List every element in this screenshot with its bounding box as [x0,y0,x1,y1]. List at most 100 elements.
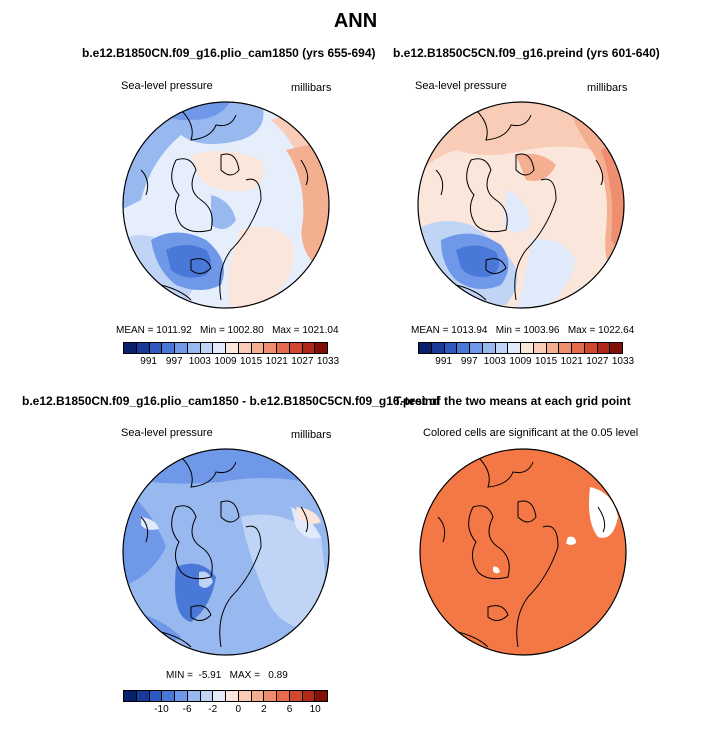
colorbar-difference-swatch [149,691,163,701]
max-value: 0.89 [268,670,288,681]
min-value: -5.91 [198,670,222,681]
min-label: Min = [495,325,521,336]
colorbar-difference-tick-label: -2 [208,704,218,715]
colorbar-difference-tick-label: 6 [286,704,293,715]
mean-value: 1011.92 [156,325,192,336]
colorbar-difference-tick-label: 2 [261,704,267,715]
colorbar-preindustrial-swatch [444,343,458,353]
colorbar-difference-swatch [264,691,277,701]
colorbar-preindustrial [418,342,623,354]
colorbar-pliocene-swatch [277,343,290,353]
panel-variable-label: Sea-level pressure [121,427,213,439]
min-value: 1002.80 [227,325,264,336]
colorbar-difference-swatch [315,691,327,701]
colorbar-difference-swatch [162,691,175,701]
colorbar-pliocene-swatch [124,343,137,353]
colorbar-pliocene-swatch [213,343,226,353]
panel-units-label: millibars [291,429,332,441]
max-label: Max = [272,325,300,336]
colorbar-preindustrial-swatch [546,343,560,353]
colorbar-preindustrial-swatch [470,343,483,353]
colorbar-preindustrial-swatch [584,343,598,353]
colorbar-preindustrial-swatch [559,343,572,353]
colorbar-preindustrial-swatch [521,343,534,353]
colorbar-difference-swatch [302,691,316,701]
colorbar-pliocene-tick-label: 1021 [265,356,288,367]
map-ttest [419,448,627,656]
colorbar-difference [123,690,328,702]
max-value: 1022.64 [598,325,635,336]
colorbar-pliocene-swatch [226,343,239,353]
mean-label: MEAN = [411,325,449,336]
colorbar-preindustrial-tick-label: 1033 [611,356,635,367]
stats-pliocene: MEAN = 1011.92 Min = 1002.80 Max = 1021.… [116,325,339,336]
colorbar-preindustrial-swatch [572,343,585,353]
colorbar-pliocene-tick-label: 1027 [291,356,314,367]
panel-title-ttest: T-test of the two means at each grid poi… [394,394,631,408]
colorbar-preindustrial-tick-label: 1015 [535,356,558,367]
colorbar-ticks-preindustrial: 991 997 1003 1009 1015 1021 1027 1033 [418,356,634,368]
map-preindustrial [417,101,625,309]
colorbar-pliocene-swatch [264,343,277,353]
colorbar-difference-tick-label: 0 [235,704,242,715]
colorbar-pliocene-swatch [187,343,201,353]
colorbar-difference-swatch [289,691,303,701]
stats-preindustrial: MEAN = 1013.94 Min = 1003.96 Max = 1022.… [411,325,634,336]
max-label: Max = [567,325,596,336]
colorbar-ticks-pliocene: 991 997 1003 1009 1015 1021 1027 1033 [123,356,339,368]
min-label: MIN = [166,670,193,681]
colorbar-difference-swatch [175,691,188,701]
colorbar-preindustrial-tick-label: 1003 [483,356,506,367]
colorbar-pliocene-tick-label: 997 [165,356,183,367]
colorbar-preindustrial-swatch [457,343,470,353]
colorbar-pliocene-swatch [136,343,150,353]
min-value: 1003.96 [523,325,560,336]
colorbar-preindustrial-tick-label: 1009 [509,356,532,367]
colorbar-pliocene-swatch [302,343,316,353]
colorbar-ticks-difference: -10 -6 -2 0 2 6 10 [123,704,328,716]
colorbar-pliocene-tick-label: 991 [140,356,157,367]
panel-title-pliocene: b.e12.B1850CN.f09_g16.plio_cam1850 (yrs … [82,46,376,60]
panel-title-difference: b.e12.B1850CN.f09_g16.plio_cam1850 - b.e… [22,394,440,408]
colorbar-difference-swatch [213,691,226,701]
colorbar-preindustrial-swatch [431,343,445,353]
colorbar-difference-tick-label: 10 [309,704,321,715]
panel-variable-label: Sea-level pressure [415,80,507,92]
mean-value: 1013.94 [451,325,488,336]
colorbar-preindustrial-swatch [508,343,521,353]
max-value: 1021.04 [302,325,339,336]
colorbar-preindustrial-tick-label: 997 [460,356,478,367]
map-difference [122,448,330,656]
colorbar-difference-swatch [251,691,265,701]
colorbar-difference-swatch [136,691,150,701]
figure-title: ANN [333,10,378,32]
map-pliocene [122,101,330,309]
colorbar-difference-tick-label: -6 [182,704,192,715]
panel-units-label: millibars [587,82,628,94]
colorbar-preindustrial-swatch [533,343,547,353]
colorbar-pliocene-tick-label: 1015 [240,356,263,367]
colorbar-pliocene-swatch [238,343,252,353]
colorbar-preindustrial-swatch [482,343,496,353]
colorbar-pliocene-swatch [251,343,265,353]
colorbar-pliocene-swatch [315,343,327,353]
colorbar-pliocene-swatch [289,343,303,353]
colorbar-pliocene-swatch [162,343,175,353]
colorbar-difference-swatch [200,691,214,701]
min-label: Min = [200,325,225,336]
colorbar-pliocene-swatch [200,343,214,353]
colorbar-difference-swatch [187,691,201,701]
ttest-subtitle: Colored cells are significant at the 0.0… [423,427,639,439]
panel-title-preindustrial: b.e12.B1850C5CN.f09_g16.preind (yrs 601-… [393,46,660,60]
colorbar-pliocene-tick-label: 1009 [214,356,237,367]
colorbar-difference-tick-label: -10 [154,704,169,715]
colorbar-pliocene-swatch [175,343,188,353]
colorbar-preindustrial-tick-label: 1021 [560,356,583,367]
mean-label: MEAN = [116,325,154,336]
colorbar-pliocene [123,342,328,354]
panel-units-label: millibars [291,82,332,94]
colorbar-difference-swatch [124,691,137,701]
colorbar-pliocene-tick-label: 1033 [316,356,340,367]
colorbar-preindustrial-tick-label: 991 [435,356,452,367]
colorbar-preindustrial-swatch [419,343,432,353]
